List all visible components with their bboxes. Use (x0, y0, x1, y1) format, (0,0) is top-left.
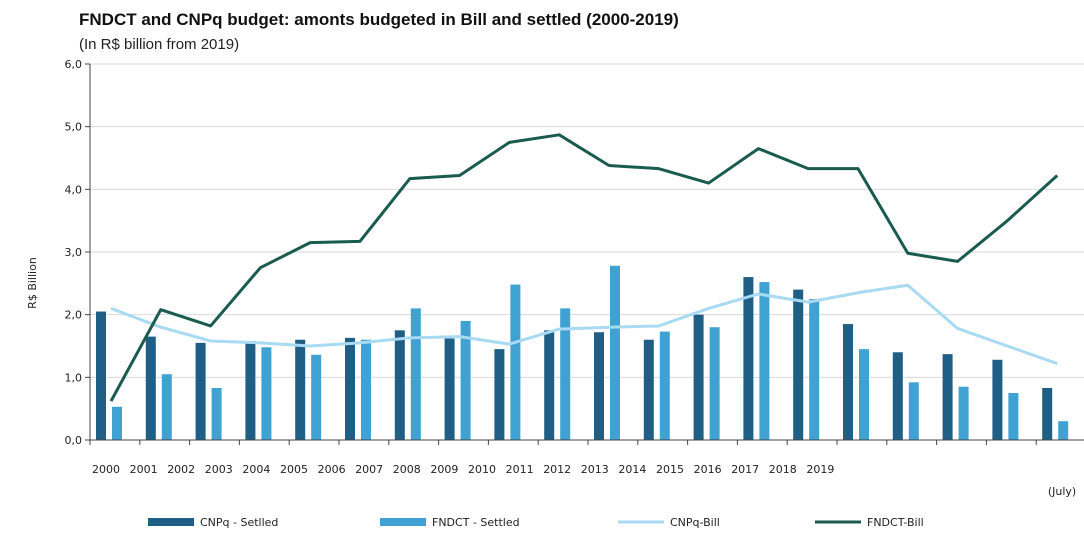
x-tick-label: 2010 (468, 463, 496, 476)
legend: CNPq - Setlled FNDCT - Settled CNPq-Bill FN… (148, 516, 924, 529)
x-tick-label: 2007 (355, 463, 383, 476)
bar (809, 299, 820, 440)
x-tick-label: 2002 (167, 463, 195, 476)
y-tick-label: 3,0 (65, 246, 83, 259)
y-tick-label: 0,0 (65, 434, 83, 447)
bar (594, 332, 604, 440)
bar (560, 308, 571, 440)
x-tick-label: 2012 (543, 463, 571, 476)
bar (859, 349, 869, 440)
axes-group: 0,0 1,0 2,0 3,0 4,0 5,0 6,0 2000 2001 2002 2003 200… (65, 58, 1084, 498)
bar (1042, 387, 1053, 440)
y-tick-label: 6,0 (65, 58, 83, 71)
legend-label: FNDCT-Bill (867, 516, 924, 529)
bar (992, 359, 1003, 440)
x-tick-label: 2000 (92, 463, 120, 476)
bar (793, 289, 804, 440)
bar (96, 311, 106, 440)
x-tick-label: 2004 (242, 463, 270, 476)
chart-subtitle: (In R$ billion from 2019) (79, 36, 240, 53)
bar (843, 324, 853, 440)
bar (709, 327, 720, 440)
bar (295, 339, 306, 440)
lines-group (109, 133, 1059, 402)
bar (610, 265, 620, 440)
bar (494, 349, 505, 440)
bar (544, 330, 555, 440)
bar (345, 337, 355, 440)
bar (643, 339, 654, 440)
bar (311, 354, 322, 440)
y-tick-label: 4,0 (65, 183, 83, 196)
bar (1058, 421, 1069, 440)
x-tick-label: 2018 (769, 463, 797, 476)
bar (1008, 393, 1019, 440)
x-tick-label: 2017 (731, 463, 759, 476)
x-tick-label: 2016 (694, 463, 722, 476)
chart-title: FNDCT and CNPq budget: amonts budgeted i… (79, 10, 679, 29)
bar (112, 406, 122, 440)
legend-swatch (380, 518, 426, 526)
x-tick-label: 2009 (430, 463, 458, 476)
legend-swatch (148, 518, 194, 526)
x-tick-label: 2001 (130, 463, 158, 476)
bar (145, 336, 156, 440)
x-tick-label: 2006 (318, 463, 346, 476)
bar (743, 277, 754, 440)
y-tick-label: 1,0 (65, 371, 83, 384)
bar (510, 284, 521, 440)
y-tick-label: 2,0 (65, 309, 83, 322)
x-tick-label: 2005 (280, 463, 308, 476)
bar (759, 282, 770, 440)
bar (195, 342, 206, 440)
series-line (109, 133, 1059, 402)
y-axis-title: R$ Billion (26, 257, 39, 309)
legend-label: FNDCT - Settled (432, 516, 520, 529)
bars-group (96, 265, 1069, 440)
bar (361, 339, 371, 440)
x-tick-label: 2008 (393, 463, 421, 476)
bar (245, 340, 256, 440)
bar (444, 338, 455, 440)
legend-label: CNPq - Setlled (200, 516, 278, 529)
bar (394, 330, 405, 440)
bar (892, 352, 903, 440)
x-tick-label: 2019 (806, 463, 834, 476)
bar (958, 386, 969, 440)
bar (460, 320, 471, 440)
x-tick-label: 2013 (581, 463, 609, 476)
y-tick-label: 5,0 (65, 121, 83, 134)
x-tick-label: 2015 (656, 463, 684, 476)
x-tick-label: 2011 (506, 463, 534, 476)
legend-label: CNPq-Bill (670, 516, 720, 529)
x-tick-label: 2003 (205, 463, 233, 476)
bar (659, 331, 670, 440)
grid-lines (90, 63, 1084, 378)
bar (161, 374, 172, 440)
x-tick-label: 2014 (618, 463, 646, 476)
bar (261, 347, 272, 440)
series-line (110, 283, 1058, 365)
bar (410, 308, 421, 440)
bar (211, 387, 222, 440)
bar (942, 354, 953, 440)
bar (693, 314, 704, 440)
x-axis-note: (July) (1048, 485, 1076, 498)
bar (908, 382, 919, 440)
